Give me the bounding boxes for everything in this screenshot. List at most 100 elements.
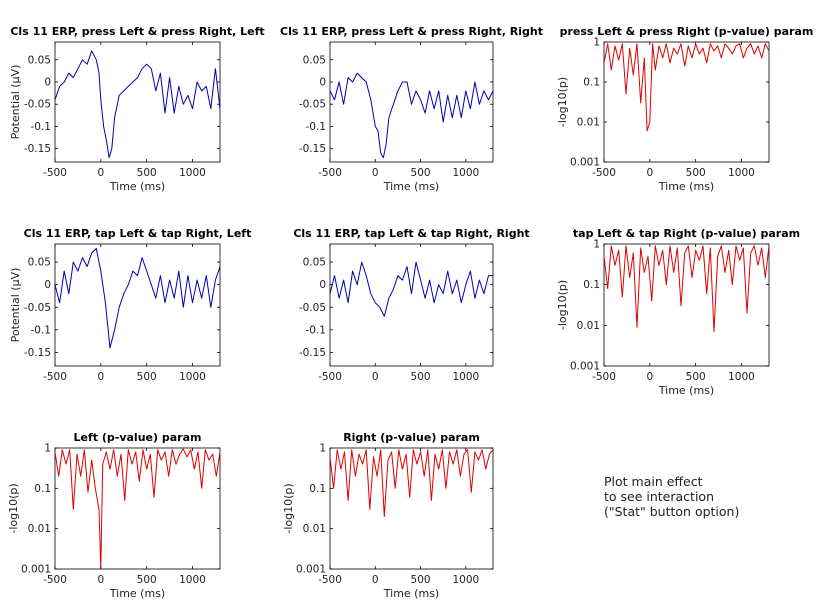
data-line — [54, 248, 221, 349]
plot-title: Cls 11 ERP, tap Left & tap Right, Right — [293, 227, 529, 240]
subplot-erp-tap-right: -500 0 500 1000 0.05 0 -0.05 -0.1 -0.15 Cls 11 ER… — [293, 227, 529, 383]
y-tick-label: 0.001 — [570, 157, 600, 169]
plot-title: press Left & press Right (p-value) param — [560, 25, 814, 38]
plot-title: Cls 11 ERP, tap Left & tap Right, Left — [24, 227, 252, 240]
y-tick-label: 0.1 — [34, 483, 51, 495]
x-tick-label: 0 — [97, 371, 104, 383]
y-tick-label: 0.001 — [296, 564, 326, 576]
x-tick-label: 0 — [97, 574, 104, 586]
x-tick-label: 500 — [137, 574, 157, 586]
x-tick-label: 1000 — [179, 574, 206, 586]
plot-title: Left (p-value) param — [74, 431, 202, 444]
y-tick-label: -0.1 — [306, 324, 327, 336]
x-tick-label: -500 — [43, 371, 67, 383]
subplot-pval-press: -500 0 500 1000 1 0.1 0.01 0.001 press Left & pr… — [556, 25, 813, 193]
axes-box — [329, 243, 494, 367]
y-axis-label: -log10(p) — [282, 483, 295, 533]
y-axis-label: Potential (μV) — [9, 268, 22, 343]
y-tick-label: 0.01 — [577, 117, 600, 129]
data-line — [329, 72, 494, 159]
y-tick-label: -0.05 — [299, 99, 326, 111]
y-tick-label: 0.01 — [28, 523, 51, 535]
y-tick-label: -0.05 — [24, 302, 51, 314]
y-tick-label: -0.05 — [299, 302, 326, 314]
note-line-1: Plot main effect — [604, 474, 703, 489]
data-line — [54, 50, 221, 159]
x-axis-label: Time (ms) — [658, 384, 714, 397]
x-tick-label: 0 — [372, 574, 379, 586]
x-tick-label: 0 — [372, 371, 379, 383]
y-tick-label: 0.001 — [570, 361, 600, 373]
subplot-pval-left: -500 0 500 1000 1 0.1 0.01 0.001 Left (p-value) … — [7, 431, 221, 600]
y-axis-label: Potential (μV) — [9, 65, 22, 140]
x-tick-label: 500 — [411, 574, 431, 586]
plot-title: Right (p-value) param — [343, 431, 480, 444]
x-tick-label: 1000 — [728, 371, 755, 383]
y-tick-label: 0.01 — [303, 523, 326, 535]
y-tick-label: 0.1 — [583, 77, 600, 89]
subplot-erp-press-right: -500 0 500 1000 0.05 0 -0.05 -0.1 -0.15 Cls 11 ER… — [280, 25, 543, 193]
x-tick-label: -500 — [318, 371, 342, 383]
y-tick-label: -0.05 — [24, 99, 51, 111]
data-line — [603, 245, 770, 333]
x-tick-label: 1000 — [452, 167, 479, 179]
y-tick-label: 0.001 — [21, 564, 51, 576]
x-axis-label: Time (ms) — [109, 180, 165, 193]
x-tick-label: 0 — [646, 371, 653, 383]
x-tick-label: 500 — [411, 167, 431, 179]
x-axis-label: Time (ms) — [109, 587, 165, 600]
data-line — [54, 448, 221, 570]
plot-title: Cls 11 ERP, press Left & press Right, Le… — [10, 25, 264, 38]
data-line — [329, 261, 493, 317]
x-tick-label: -500 — [43, 167, 67, 179]
y-tick-label: 0.01 — [577, 320, 600, 332]
y-tick-label: -0.1 — [306, 121, 327, 133]
y-tick-label: 1 — [593, 37, 600, 49]
interaction-note: Plot main effect to see interaction ("St… — [604, 474, 739, 519]
data-line — [329, 449, 494, 517]
subplot-erp-tap-left: -500 0 500 1000 0.05 0 -0.05 -0.1 -0.15 Cls 11 ER… — [9, 227, 251, 383]
y-tick-label: 1 — [319, 443, 326, 455]
x-tick-label: 500 — [411, 371, 431, 383]
x-tick-label: 1000 — [179, 167, 206, 179]
y-tick-label: 0 — [44, 77, 51, 89]
y-tick-label: 1 — [593, 239, 600, 251]
x-tick-label: 500 — [137, 167, 157, 179]
x-tick-label: -500 — [43, 574, 67, 586]
x-tick-label: 1000 — [728, 167, 755, 179]
x-tick-label: -500 — [592, 371, 616, 383]
axes-box — [54, 243, 221, 367]
y-tick-label: 0.05 — [303, 54, 326, 66]
y-tick-label: -0.15 — [24, 143, 51, 155]
y-tick-label: 0.05 — [303, 257, 326, 269]
y-tick-label: 0 — [319, 279, 326, 291]
note-line-3: ("Stat" button option) — [604, 504, 740, 519]
x-tick-label: -500 — [592, 167, 616, 179]
y-tick-label: 0.05 — [28, 54, 51, 66]
x-tick-label: 1000 — [452, 574, 479, 586]
subplot-erp-press-left: -500 0 500 1000 0.05 0 -0.05 -0.1 -0.15 Cls 11 ER… — [9, 25, 265, 193]
y-tick-label: -0.1 — [31, 324, 52, 336]
x-tick-label: 0 — [646, 167, 653, 179]
y-tick-label: -0.15 — [24, 347, 51, 359]
y-tick-label: 0 — [319, 77, 326, 89]
data-line — [603, 43, 770, 132]
axes-box — [54, 41, 221, 163]
plot-title: tap Left & tap Right (p-value) param — [573, 227, 800, 240]
x-tick-label: 0 — [372, 167, 379, 179]
y-tick-label: 1 — [44, 443, 51, 455]
x-axis-label: Time (ms) — [658, 180, 714, 193]
y-axis-label: -log10(p) — [556, 280, 569, 330]
y-tick-label: -0.15 — [299, 143, 326, 155]
y-axis-label: -log10(p) — [7, 483, 20, 533]
x-tick-label: 0 — [97, 167, 104, 179]
x-tick-label: 500 — [686, 167, 706, 179]
x-tick-label: -500 — [318, 574, 342, 586]
subplot-pval-tap: -500 0 500 1000 1 0.1 0.01 0.001 tap Left & tap … — [556, 227, 800, 397]
y-tick-label: 0.1 — [309, 483, 326, 495]
subplot-pval-right: -500 0 500 1000 1 0.1 0.01 0.001 Right (p-value)… — [282, 431, 494, 600]
y-axis-label: -log10(p) — [556, 77, 569, 127]
x-axis-label: Time (ms) — [383, 587, 439, 600]
x-tick-label: -500 — [318, 167, 342, 179]
y-tick-label: 0 — [44, 279, 51, 291]
